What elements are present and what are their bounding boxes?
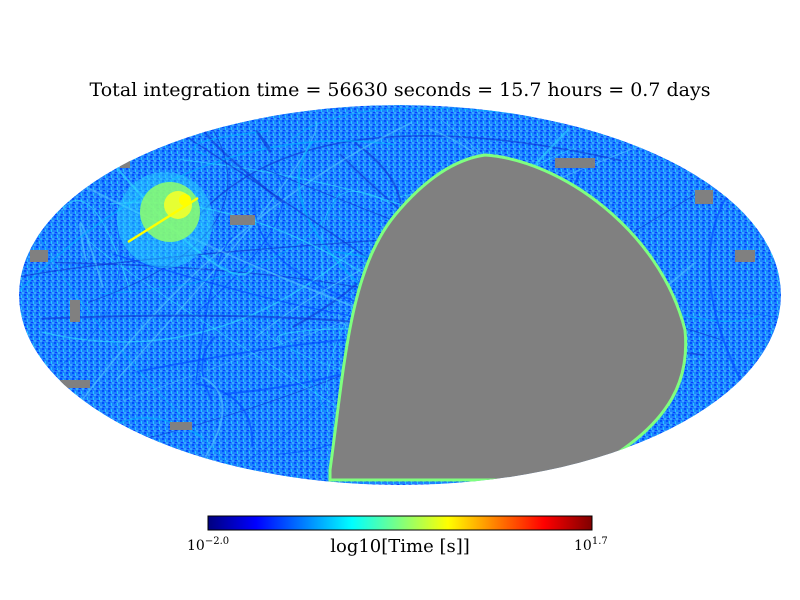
scan-streak <box>88 110 229 303</box>
scan-streak <box>714 311 781 346</box>
unobserved-region <box>328 153 688 482</box>
hotspot <box>117 172 213 268</box>
scan-streak <box>321 191 389 300</box>
chart-title: Total integration time = 56630 seconds =… <box>90 79 711 101</box>
scan-streak <box>94 141 253 276</box>
scan-streak <box>19 140 395 292</box>
colorbar-max-label: 101.7 <box>574 536 608 554</box>
colorbar-max-exp: 1.7 <box>592 536 608 547</box>
scan-streak <box>58 200 132 294</box>
scan-streak <box>708 193 756 407</box>
scan-streak <box>155 236 338 442</box>
colorbar-min-label: 10−2.0 <box>187 536 229 554</box>
scan-streak <box>81 116 150 155</box>
colorbar-label: log10[Time [s]] <box>330 536 470 557</box>
unobserved-gaps <box>30 158 755 430</box>
colorbar-min-base: 10 <box>187 538 205 554</box>
scan-streak <box>201 376 224 463</box>
scan-streak <box>195 382 254 447</box>
scan-streak <box>115 121 318 381</box>
scan-streak <box>195 236 233 382</box>
scan-streak <box>255 129 272 153</box>
colorbar-max-base: 10 <box>574 538 592 554</box>
scan-streak <box>201 336 216 401</box>
scan-streak <box>194 135 622 221</box>
scan-streak <box>196 166 284 313</box>
scan-streak <box>29 159 121 387</box>
scan-streak <box>193 130 269 156</box>
colorbar: 10−2.0 log10[Time [s]] 101.7 <box>187 515 608 557</box>
scan-streak <box>41 248 355 343</box>
scan-streak <box>79 222 104 288</box>
sky-map <box>19 105 781 485</box>
scan-streak <box>100 192 340 295</box>
colorbar-bar <box>207 515 593 531</box>
colorbar-min-exp: −2.0 <box>205 536 229 547</box>
